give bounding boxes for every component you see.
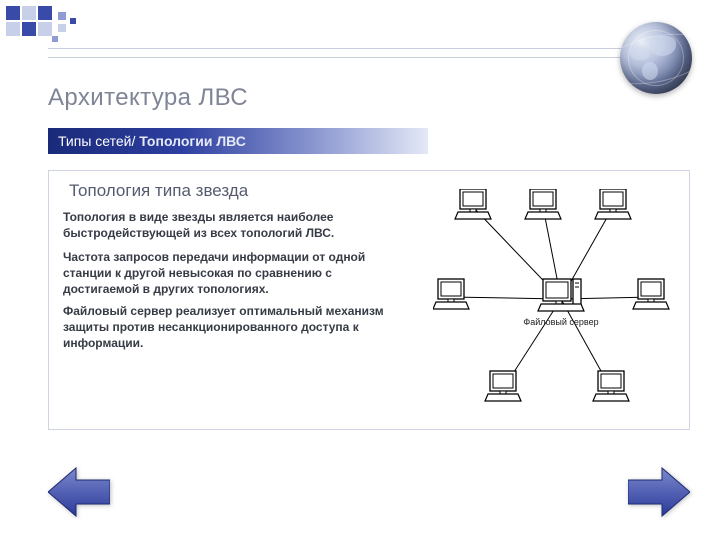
deco-square [22,6,36,20]
globe-graphic [620,22,692,94]
section-banner: Типы сетей/ Топологии ЛВС [48,128,428,154]
content-panel: Топология типа звезда Топология в виде з… [48,170,690,430]
content-subtitle: Топология типа звезда [69,181,248,201]
deco-square [38,6,52,20]
paragraph: Файловый сервер реализует оптимальный ме… [63,303,403,352]
paragraph: Частота запросов передачи информации от … [63,249,403,298]
deco-square [22,22,36,36]
next-button[interactable] [628,466,690,518]
star-topology-diagram: Файловый сервер [433,189,683,419]
deco-square [52,36,58,42]
banner-main: Типы сетей/ [58,133,139,149]
svg-text:Файловый сервер: Файловый сервер [523,317,598,327]
page-title: Архитектура ЛВС [48,84,248,112]
banner-sub: Топологии ЛВС [139,133,246,149]
deco-square [6,6,20,20]
header-rule [48,48,690,58]
prev-button[interactable] [48,466,110,518]
deco-square [6,22,20,36]
deco-square [58,24,66,32]
deco-square [38,22,52,36]
deco-square [58,12,66,20]
paragraph: Топология в виде звезды является наиболе… [63,209,403,241]
deco-square [70,18,76,24]
